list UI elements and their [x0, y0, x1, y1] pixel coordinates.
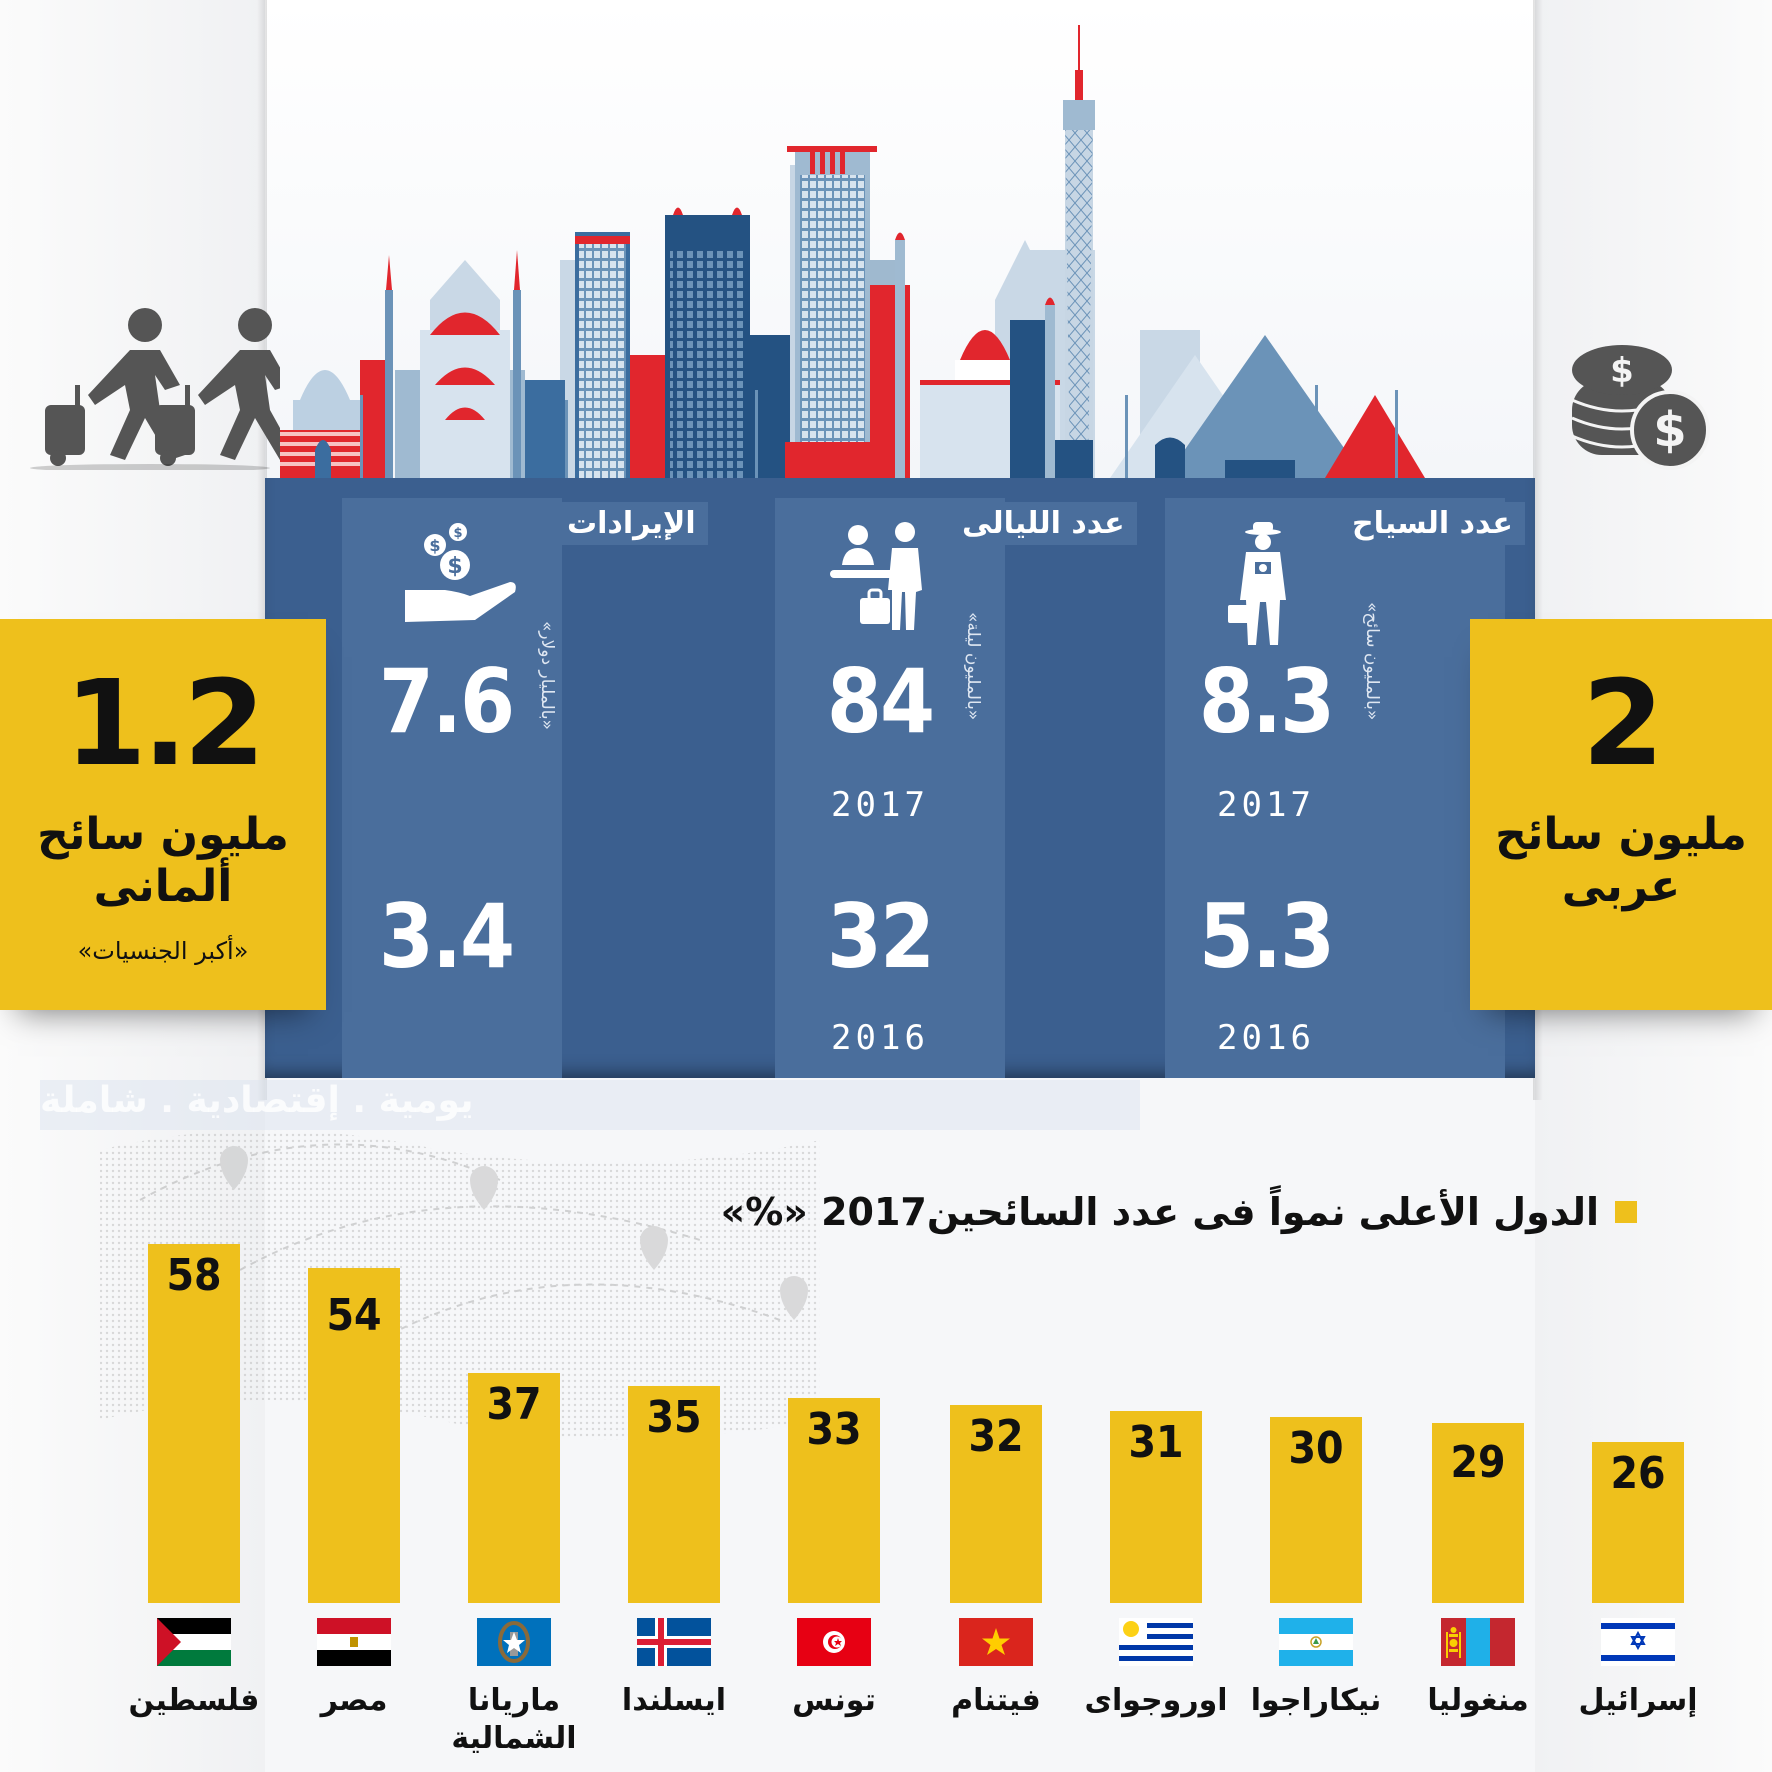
country-label-iceland: ايسلندا	[621, 1683, 727, 1718]
german-tourists-value: 1.2	[64, 654, 265, 792]
country-label-mongolia: منغوليا	[1427, 1683, 1529, 1718]
hotel-reception-icon	[830, 522, 922, 630]
travelers-with-luggage-icon	[30, 308, 280, 470]
country-label-uruguay: اوروجواى	[1084, 1683, 1228, 1718]
nights-2016-value: 32	[826, 885, 935, 988]
nicaragua-flag-icon	[1279, 1618, 1353, 1666]
revenue-2017-value: 7.6	[378, 650, 515, 753]
country-label-tunisia: تونس	[792, 1683, 876, 1718]
svg-text:$: $	[447, 554, 462, 579]
nights-title: عدد الليالى	[950, 502, 1137, 545]
nights-2016-year: 2016	[831, 1018, 929, 1058]
chart-title: الدول الأعلى نمواً فى عدد السائحين2017 «…	[721, 1190, 1637, 1234]
bar-vietnam: 32	[950, 1405, 1042, 1603]
title-bullet-icon	[1615, 1201, 1637, 1223]
revenue-title: الإيرادات	[555, 502, 708, 545]
svg-text:$: $	[1653, 402, 1686, 458]
tourists-2017-year: 2017	[1217, 785, 1315, 825]
bar-palestine: 58	[148, 1244, 240, 1603]
bar-northern-mariana: 37	[468, 1373, 560, 1603]
world-map-routes-decoration	[100, 1130, 820, 1440]
bar-iceland: 35	[628, 1386, 720, 1603]
country-label-northern-mariana: ماريانا الشمالية	[451, 1683, 577, 1756]
vietnam-flag-icon	[959, 1618, 1033, 1666]
nights-column-bg	[775, 498, 1005, 1078]
largest-nationality-note: «أكبر الجنسيات»	[77, 937, 249, 965]
israel-flag-icon	[1601, 1618, 1675, 1666]
bar-uruguay: 31	[1110, 1411, 1202, 1603]
arab-tourists-line1: مليون سائح	[1495, 809, 1747, 860]
nights-unit: «بالمليون ليلة»	[963, 611, 983, 720]
german-tourists-line1: مليون سائح	[37, 809, 289, 860]
cairo-skyline-illustration	[280, 25, 1425, 478]
country-label-vietnam: فيتنام	[951, 1683, 1041, 1718]
tourists-2016-value: 5.3	[1198, 885, 1335, 988]
bar-nicaragua: 30	[1270, 1417, 1362, 1603]
country-label-palestine: فلسطين	[128, 1683, 260, 1718]
mongolia-flag-icon	[1441, 1618, 1515, 1666]
coin-stack-dollar-icon: $ $	[1571, 345, 1710, 470]
tourists-title: عدد السياح	[1340, 502, 1525, 545]
nights-2017-value: 84	[826, 650, 935, 753]
country-label-israel: إسرائيل	[1578, 1683, 1698, 1718]
tunisia-flag-icon	[797, 1618, 871, 1666]
revenue-unit: «بالمليار دولار»	[537, 621, 557, 730]
tourists-column-bg	[1165, 498, 1505, 1078]
panel-shadow-right	[1533, 0, 1543, 1100]
german-tourists-line2: ألمانى	[93, 861, 233, 912]
bar-egypt: 54	[308, 1268, 400, 1603]
svg-text:$: $	[429, 536, 440, 555]
egypt-flag-icon	[317, 1618, 391, 1666]
nights-2017-year: 2017	[831, 785, 929, 825]
tourists-2016-year: 2016	[1217, 1018, 1315, 1058]
tourist-with-camera-icon	[1228, 522, 1286, 645]
bar-tunisia: 33	[788, 1398, 880, 1603]
svg-text:$: $	[453, 526, 462, 541]
iceland-flag-icon	[637, 1618, 711, 1666]
country-label-egypt: مصر	[320, 1683, 388, 1718]
uruguay-flag-icon	[1119, 1618, 1193, 1666]
country-label-nicaragua: نيكاراجوا	[1250, 1683, 1382, 1718]
svg-text:$: $	[1610, 351, 1634, 391]
tourists-unit: «بالمليون سائح»	[1362, 601, 1382, 720]
tourists-2017-value: 8.3	[1198, 650, 1335, 753]
palestine-flag-icon	[157, 1618, 231, 1666]
revenue-2016-value: 3.4	[378, 885, 515, 988]
bar-israel: 26	[1592, 1442, 1684, 1603]
watermark-tagline: يومية . إقتصادية . شاملة	[40, 1080, 1140, 1130]
arab-tourists-line2: عربى	[1561, 861, 1681, 912]
arab-tourists-value: 2	[1581, 654, 1664, 792]
chart-title-text: الدول الأعلى نمواً فى عدد السائحين2017 «…	[720, 1190, 1599, 1234]
panel-shadow-left	[257, 0, 267, 1100]
hand-receiving-money-icon: $ $ $	[405, 523, 516, 622]
arab-tourists-box: 2 مليون سائح عربى	[1470, 619, 1772, 1010]
northern-mariana-flag-icon	[477, 1618, 551, 1666]
bar-mongolia: 29	[1432, 1423, 1524, 1603]
german-tourists-box: 1.2 مليون سائح ألمانى «أكبر الجنسيات»	[0, 619, 326, 1010]
